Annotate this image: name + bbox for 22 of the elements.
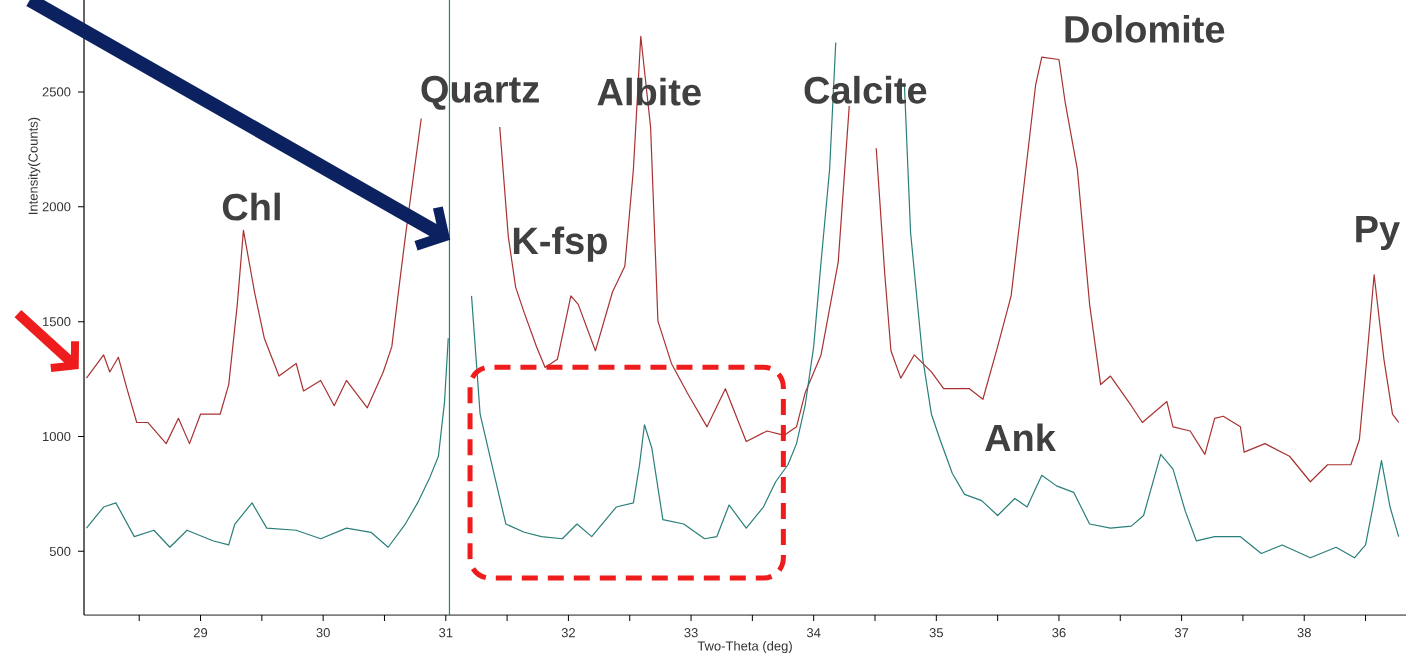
annotation: Chl: [222, 192, 280, 221]
annotation: Ank: [985, 423, 1056, 452]
y-tick-label: 1500: [43, 317, 71, 327]
x-tick-label: 34: [806, 628, 821, 638]
x-tick-label: 33: [684, 628, 698, 638]
x-tick-label: 36: [1052, 628, 1066, 638]
annotation: Py: [1356, 216, 1400, 251]
y-tick-label: 2000: [42, 202, 71, 212]
annotation: K-fsp: [513, 226, 607, 262]
x-tick-label: 35: [929, 628, 943, 638]
y-tick-label: 500: [49, 546, 71, 556]
x-tick-label: 29: [193, 628, 208, 638]
x-tick-label: 31: [439, 628, 453, 638]
x-axis-title: Two-Theta (deg): [697, 641, 792, 654]
y-tick-label: 1000: [43, 431, 71, 442]
y-tick-label: 2500: [42, 87, 71, 97]
x-tick-label: 30: [316, 628, 330, 638]
y-axis-title: Intensity(Counts): [28, 117, 41, 214]
x-tick-label: 32: [561, 628, 575, 638]
x-tick-label: 37: [1174, 628, 1189, 638]
annotation: Dolomite: [1065, 14, 1225, 43]
x-tick-label: 38: [1297, 628, 1311, 638]
